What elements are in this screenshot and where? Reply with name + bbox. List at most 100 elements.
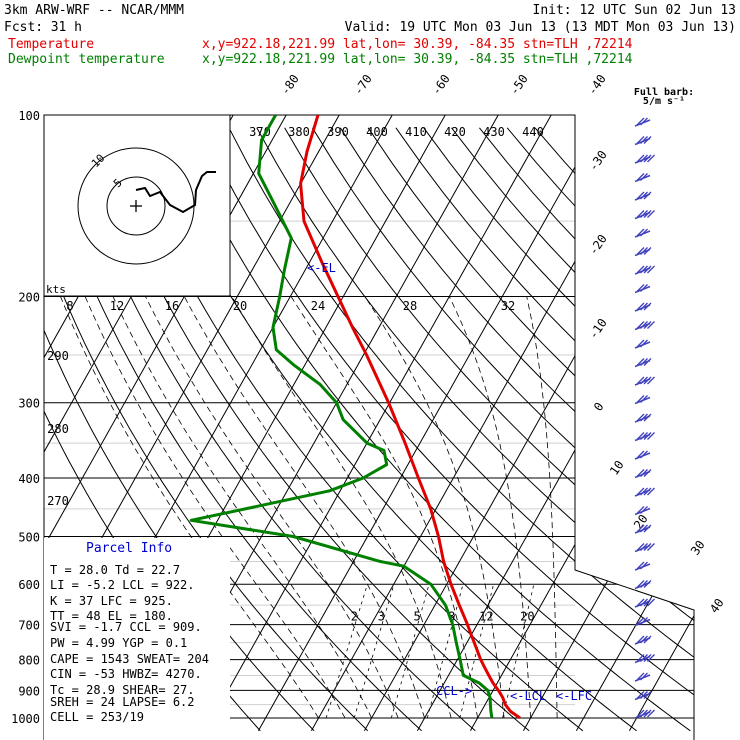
barb-units: 5/m s⁻¹	[643, 96, 685, 107]
parcel-row: CAPE = 1543 SWEAT= 204	[50, 652, 209, 666]
moist-adiabat	[526, 296, 558, 718]
pressure-tick-label: 800	[18, 654, 40, 668]
profile-lines	[189, 115, 521, 720]
wind-barb	[634, 265, 655, 275]
hodograph-axis-label: 16	[165, 299, 179, 313]
wind-barb	[634, 709, 655, 719]
wind-barb	[634, 524, 652, 534]
wind-barb-flag	[643, 580, 652, 588]
dry-adiabat	[44, 127, 422, 732]
theta-label: 270	[47, 494, 69, 508]
isotherm	[310, 115, 666, 732]
isotherm	[628, 115, 694, 732]
temperature-legend: Temperature	[8, 37, 94, 52]
dry-adiabat	[339, 127, 694, 732]
wind-barb	[634, 191, 652, 201]
dry-adiabat	[89, 127, 530, 732]
mixing-ratio-line	[390, 584, 430, 719]
wind-barb-flag	[636, 654, 645, 662]
theta-label: 280	[47, 422, 69, 436]
pressure-tick-label: 300	[18, 397, 40, 411]
forecast-label: Fcst:	[4, 20, 43, 35]
wind-barb-flag	[647, 709, 655, 718]
wind-barb-flag	[643, 413, 652, 422]
theta-label: 390	[327, 125, 349, 139]
wind-barb-flag	[636, 450, 645, 459]
wind-barb-flag	[643, 247, 652, 255]
wind-barb-flag	[636, 321, 645, 329]
mixing-ratio-line	[502, 584, 535, 719]
wind-barb-flag	[636, 580, 645, 588]
wind-barb-flag	[640, 228, 648, 237]
wind-barb-flag	[636, 358, 645, 366]
wind-barb-flag	[636, 432, 645, 440]
wind-barb-flag	[640, 506, 648, 514]
parcel-row: SVI = -1.7 CCL = 909.	[50, 620, 202, 634]
wind-barb	[634, 302, 652, 312]
wind-barb-flag	[640, 580, 648, 588]
wind-barb-flag	[643, 432, 652, 440]
wind-barb-flag	[636, 617, 645, 625]
isotherm-label: -40	[585, 72, 609, 98]
wind-barb-flag	[636, 672, 645, 681]
wind-barb-flag	[643, 154, 652, 163]
isotherm-label: 40	[707, 596, 727, 616]
pressure-tick-label: 400	[18, 472, 40, 486]
theta-label: 430	[483, 125, 505, 139]
isotherm	[204, 115, 560, 732]
hodograph-axis-label: 12	[110, 299, 124, 313]
dewpoint-line	[189, 115, 494, 719]
wind-barb-flag	[647, 543, 655, 551]
moist-adiabat	[84, 296, 346, 719]
wind-barb-flag	[640, 672, 648, 681]
hodograph-units: kts	[46, 283, 66, 296]
wind-barb-flag	[640, 487, 648, 496]
parcel-row: PW = 4.99 YGP = 0.1	[50, 636, 187, 650]
wind-barb-flag	[636, 154, 645, 163]
wind-barb-flag	[640, 691, 648, 699]
parcel-row: K = 37 LFC = 925.	[50, 594, 173, 608]
theta-label: 380	[288, 125, 310, 139]
wind-barb-flag	[636, 635, 645, 644]
wind-barb-flag	[640, 284, 648, 292]
wind-barb	[634, 117, 651, 127]
level-marker: <-LCL	[510, 689, 546, 703]
pressure-tick-label: 1000	[11, 712, 40, 726]
wind-barb-flag	[636, 469, 645, 477]
wind-barb-flag	[643, 543, 652, 551]
wind-barb-flag	[640, 265, 648, 274]
isotherm	[257, 115, 613, 732]
wind-barb-flag	[643, 136, 652, 144]
hodograph-axis-label: 8	[66, 299, 73, 313]
wind-barb-flag	[640, 709, 648, 718]
isotherm	[575, 115, 694, 732]
wind-barb-flag	[640, 117, 648, 126]
level-marker: <-EL	[307, 261, 336, 275]
level-markers: <-EL CCL-> <-LCL <-LFC	[307, 261, 592, 703]
pressure-tick-label: 600	[18, 578, 40, 592]
wind-barb-flag	[640, 376, 648, 385]
hodograph-axis-label: 20	[233, 299, 247, 313]
wind-barb-flag	[643, 654, 652, 662]
wind-barb-flag	[647, 265, 655, 274]
wind-barb-flag	[647, 154, 655, 163]
dry-adiabat	[145, 127, 637, 732]
wind-barb	[634, 469, 652, 479]
wind-barb-flag	[640, 395, 648, 403]
hodograph-axis-label: 32	[501, 299, 515, 313]
wind-barb-flag	[640, 321, 648, 329]
dry-adiabat	[61, 127, 476, 732]
wind-barb-flag	[643, 709, 652, 718]
isotherm-label: -80	[278, 72, 302, 98]
valid-time: Valid: 19 UTC Mon 03 Jun 13 (13 MDT Mon …	[345, 20, 736, 35]
level-marker: CCL->	[436, 684, 472, 698]
dry-adiabat	[367, 127, 694, 732]
wind-barb	[634, 561, 651, 571]
mixing-ratio-line	[353, 584, 395, 719]
wind-barb	[634, 543, 655, 553]
wind-barb	[634, 506, 651, 516]
wind-barb-flag	[636, 691, 645, 699]
wind-barb-flag	[640, 136, 648, 144]
wind-barb	[634, 358, 652, 368]
